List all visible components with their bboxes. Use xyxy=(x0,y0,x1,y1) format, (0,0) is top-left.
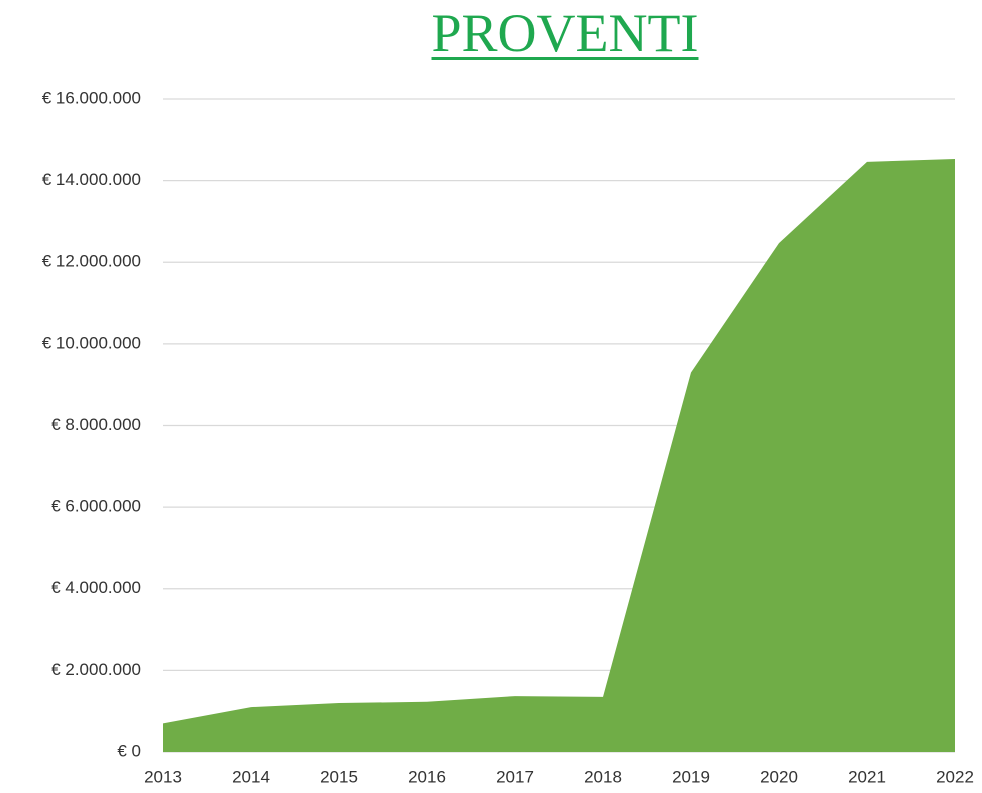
x-tick-label: 2021 xyxy=(848,767,886,786)
y-tick-label: € 8.000.000 xyxy=(51,415,141,434)
x-tick-label: 2016 xyxy=(408,767,446,786)
x-tick-label: 2015 xyxy=(320,767,358,786)
y-tick-label: € 14.000.000 xyxy=(42,170,141,189)
chart-title: PROVENTI xyxy=(431,3,699,63)
y-tick-label: € 4.000.000 xyxy=(51,578,141,597)
y-tick-label: € 0 xyxy=(117,741,141,760)
y-tick-label: € 6.000.000 xyxy=(51,497,141,516)
x-tick-label: 2019 xyxy=(672,767,710,786)
y-tick-label: € 16.000.000 xyxy=(42,88,141,107)
x-tick-label: 2022 xyxy=(936,767,974,786)
y-tick-label: € 10.000.000 xyxy=(42,333,141,352)
area xyxy=(163,158,955,752)
x-tick-label: 2018 xyxy=(584,767,622,786)
y-tick-label: € 12.000.000 xyxy=(42,252,141,271)
x-tick-label: 2020 xyxy=(760,767,798,786)
y-tick-label: € 2.000.000 xyxy=(51,660,141,679)
x-tick-label: 2014 xyxy=(232,767,270,786)
x-tick-label: 2013 xyxy=(144,767,182,786)
x-tick-label: 2017 xyxy=(496,767,534,786)
